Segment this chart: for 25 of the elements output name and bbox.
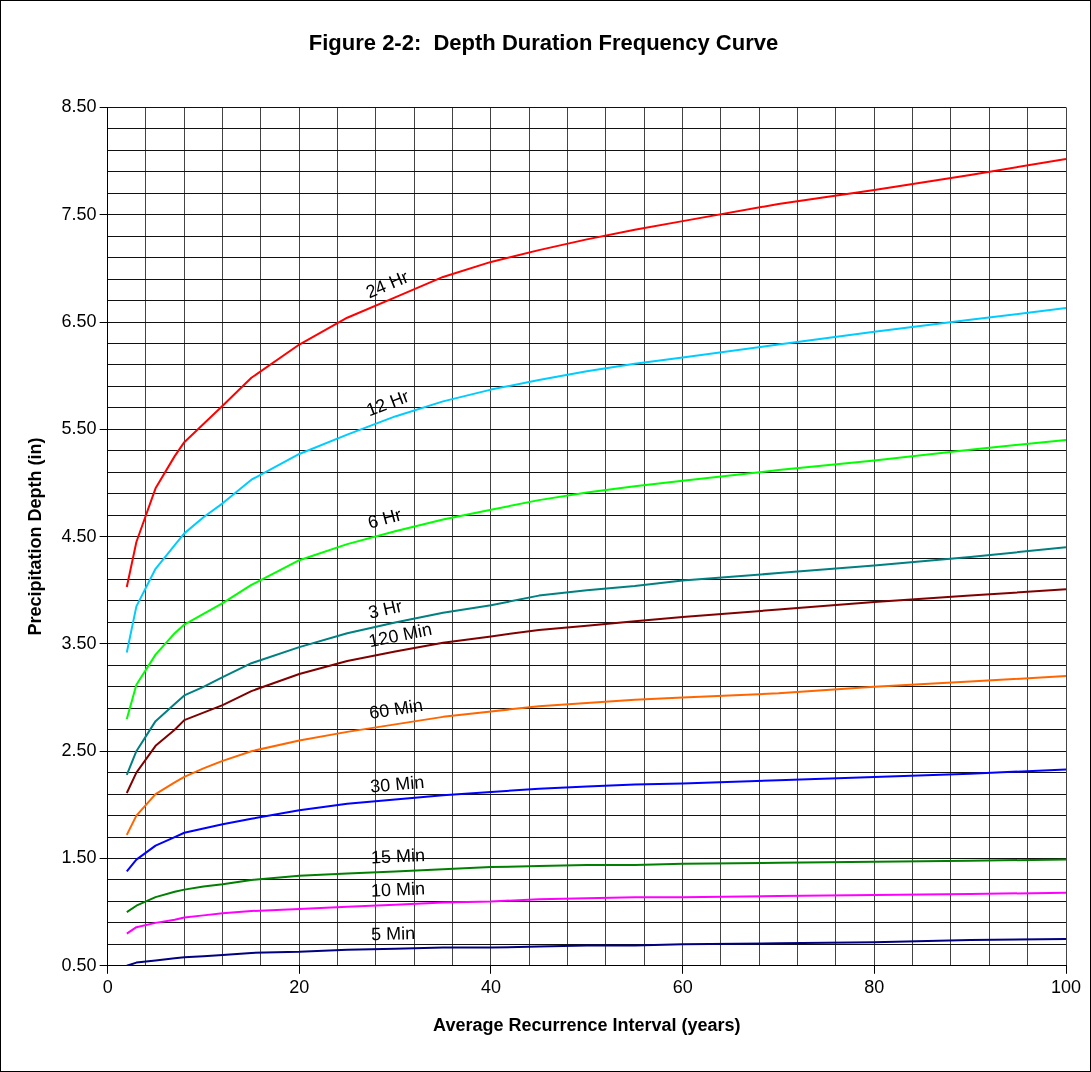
y-tick-label: 8.50 xyxy=(61,96,97,117)
series-label: 15 Min xyxy=(370,845,426,868)
text: 24 Hr xyxy=(362,266,412,303)
y-tick-label: 2.50 xyxy=(61,740,97,761)
x-tick-label: 60 xyxy=(672,976,693,997)
x-axis-title: Average Recurrence Interval (years) xyxy=(433,1015,741,1036)
y-tick-label: 7.50 xyxy=(61,203,97,224)
x-tick-label: 40 xyxy=(480,976,501,997)
y-tick-label: 6.50 xyxy=(61,310,97,331)
y-tick-label: 4.50 xyxy=(61,525,97,546)
text: 30 Min xyxy=(369,771,425,797)
chart-title: Figure 2-2: Depth Duration Frequency Curve xyxy=(308,30,779,56)
series-label: 10 Min xyxy=(370,878,426,901)
y-tick-label: 5.50 xyxy=(61,418,97,439)
x-tick-label: 100 xyxy=(1050,976,1082,997)
text: 6 Hr xyxy=(365,504,404,533)
text: 12 Hr xyxy=(363,386,412,421)
x-tick-label: 0 xyxy=(102,976,113,997)
x-tick-label: 80 xyxy=(864,976,885,997)
x-tick-label: 20 xyxy=(289,976,310,997)
y-tick-label: 3.50 xyxy=(61,632,97,653)
y-axis-title: Precipitation Depth (in) xyxy=(24,437,45,636)
y-tick-label: 1.50 xyxy=(61,847,97,868)
y-tick-label: 0.50 xyxy=(61,954,97,975)
text: 60 Min xyxy=(367,694,425,724)
